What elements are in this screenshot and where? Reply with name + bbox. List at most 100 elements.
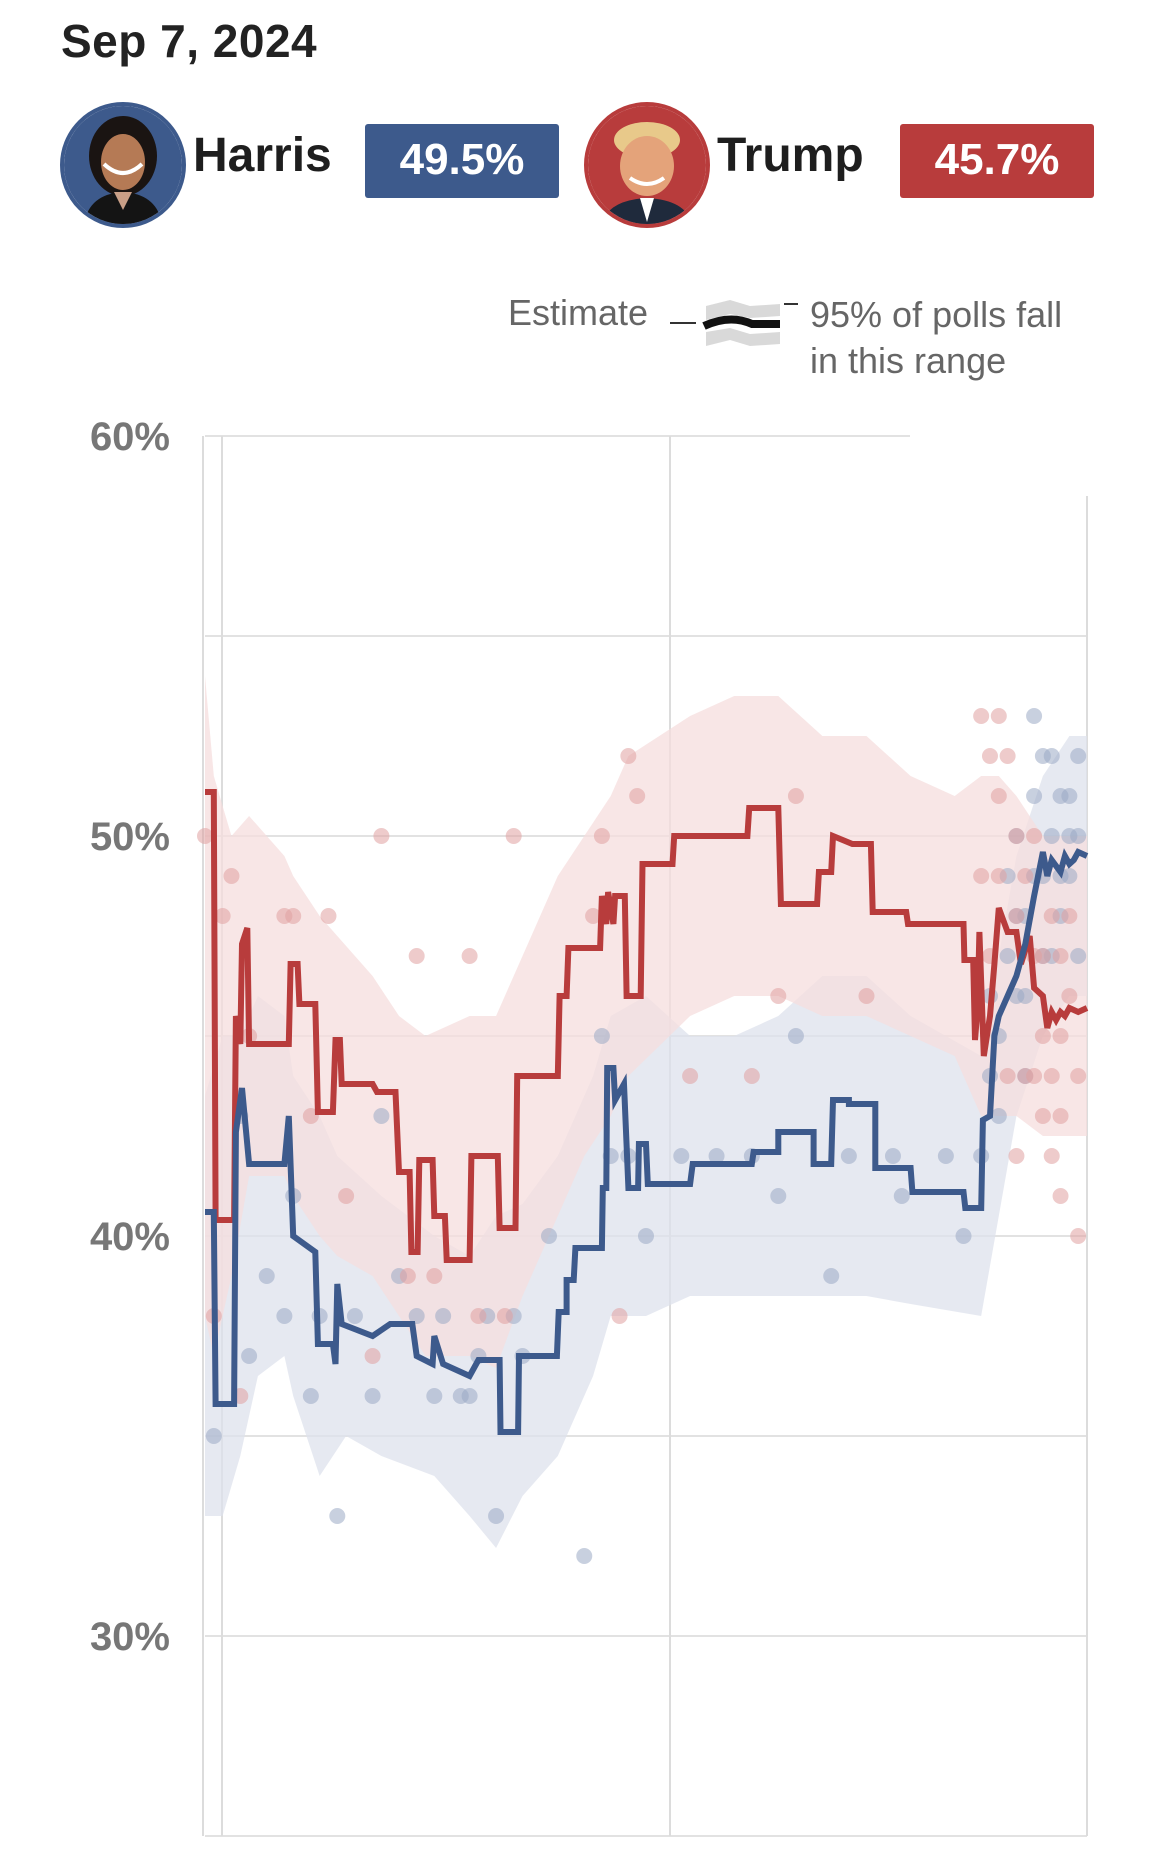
- legend-range-label: 95% of polls fall in this range: [810, 292, 1062, 384]
- trump-poll-dot: [1008, 1148, 1025, 1164]
- estimate-lines: [205, 789, 1089, 1435]
- trump-range-band: [205, 676, 1087, 1368]
- harris-portrait-icon: [60, 102, 186, 228]
- harris-poll-dot: [540, 1228, 557, 1244]
- trump-poll-dot: [1008, 908, 1025, 924]
- y-tick-label-50: 50%: [90, 815, 170, 859]
- harris-poll-dot: [302, 1388, 319, 1404]
- trump-poll-dot: [197, 828, 213, 844]
- trump-poll-dot: [1043, 1068, 1060, 1084]
- trump-poll-dot: [496, 1308, 513, 1324]
- harris-name: Harris: [193, 129, 332, 182]
- trump-poll-dot: [1043, 1148, 1060, 1164]
- trump-poll-dot: [1052, 948, 1069, 964]
- poll-date: Sep 7, 2024: [61, 15, 318, 67]
- harris-percentage-badge: 49.5%: [365, 124, 559, 198]
- trump-poll-dot: [285, 908, 302, 924]
- trump-poll-dot: [787, 788, 804, 804]
- trump-estimate-line: [205, 789, 1089, 1263]
- harris-poll-dot: [708, 1148, 725, 1164]
- trump-poll-dot: [302, 1108, 319, 1124]
- harris-poll-dot: [276, 1308, 293, 1324]
- trump-poll-dot: [505, 828, 522, 844]
- legend-range-line2: in this range: [810, 340, 1007, 381]
- harris-poll-dot: [955, 1228, 972, 1244]
- harris-poll-dot: [461, 1388, 478, 1404]
- y-tick-label-40: 40%: [90, 1215, 170, 1259]
- trump-poll-dot: [858, 988, 875, 1004]
- trump-poll-dot: [593, 828, 610, 844]
- trump-poll-dot: [1034, 948, 1051, 964]
- trump-poll-dot: [1070, 1228, 1087, 1244]
- harris-poll-dot: [364, 1388, 381, 1404]
- harris-poll-dot: [673, 1148, 690, 1164]
- trump-poll-dot: [973, 708, 990, 724]
- y-axis-labels: 30% 40% 50% 60%: [90, 415, 170, 1659]
- trump-poll-dot: [470, 1308, 487, 1324]
- trump-poll-dot: [620, 748, 637, 764]
- harris-poll-dot: [1026, 708, 1043, 724]
- trump-poll-dot: [990, 868, 1007, 884]
- harris-poll-dot: [884, 1148, 901, 1164]
- harris-poll-dot: [205, 1428, 222, 1444]
- legend-range-line1: 95% of polls fall: [810, 294, 1063, 335]
- harris-poll-dot: [999, 948, 1016, 964]
- harris-poll-dot: [488, 1508, 505, 1524]
- harris-poll-dot: [1070, 828, 1087, 844]
- trump-portrait-icon: [584, 102, 710, 228]
- harris-poll-dot: [241, 1348, 258, 1364]
- y-tick-label-30: 30%: [90, 1615, 170, 1659]
- trump-poll-dot: [426, 1268, 443, 1284]
- harris-poll-dot: [1070, 948, 1087, 964]
- trump-poll-dot: [585, 908, 602, 924]
- poll-chart: 30% 40% 50% 60%: [90, 415, 1089, 1837]
- trump-poll-dot: [981, 748, 998, 764]
- harris-poll-dot: [893, 1188, 910, 1204]
- trump-poll-dot: [611, 1308, 628, 1324]
- harris-poll-dot: [1017, 988, 1034, 1004]
- harris-poll-dot: [787, 1028, 804, 1044]
- trump-poll-dot: [1026, 1068, 1043, 1084]
- trump-name: Trump: [717, 129, 864, 182]
- harris-poll-dot: [1061, 868, 1078, 884]
- trump-poll-dot: [1052, 1188, 1069, 1204]
- trump-poll-dot: [320, 908, 337, 924]
- trump-poll-dot: [338, 1188, 355, 1204]
- trump-poll-dot: [990, 708, 1007, 724]
- trump-poll-dot: [999, 748, 1016, 764]
- trump-poll-dot: [999, 1068, 1016, 1084]
- trump-poll-dot: [214, 908, 231, 924]
- harris-estimate-line: [205, 848, 1089, 1435]
- harris-poll-dot: [823, 1268, 840, 1284]
- trump-poll-dot: [373, 828, 390, 844]
- harris-poll-dot: [258, 1268, 275, 1284]
- trump-poll-dot: [973, 868, 990, 884]
- trump-poll-dot: [399, 1268, 416, 1284]
- trump-poll-dot: [682, 1068, 699, 1084]
- range-bands: [205, 676, 1087, 1548]
- harris-poll-dot: [770, 1188, 787, 1204]
- trump-poll-dot: [1052, 1108, 1069, 1124]
- harris-poll-dot: [435, 1308, 452, 1324]
- harris-poll-dot: [1043, 748, 1060, 764]
- harris-poll-dot: [576, 1548, 593, 1564]
- trump-poll-dot: [1017, 868, 1034, 884]
- trump-poll-dot: [408, 948, 425, 964]
- harris-poll-dot: [593, 1028, 610, 1044]
- chart-legend: Estimate 95% of polls fall in this range: [490, 286, 1130, 386]
- trump-poll-dot: [743, 1068, 760, 1084]
- trump-poll-dot: [1034, 1028, 1051, 1044]
- harris-poll-dot: [937, 1148, 954, 1164]
- trump-poll-dot: [223, 868, 240, 884]
- harris-poll-dot: [329, 1508, 346, 1524]
- harris-poll-dot: [1070, 748, 1087, 764]
- trump-poll-dot: [1026, 828, 1043, 844]
- trump-poll-dot: [770, 988, 787, 1004]
- harris-poll-dot: [346, 1308, 363, 1324]
- harris-poll-dot: [990, 1108, 1007, 1124]
- harris-poll-dot: [840, 1148, 857, 1164]
- trump-poll-dot: [461, 948, 478, 964]
- harris-poll-dot: [1061, 788, 1078, 804]
- trump-poll-dot: [990, 788, 1007, 804]
- trump-poll-dot: [364, 1348, 381, 1364]
